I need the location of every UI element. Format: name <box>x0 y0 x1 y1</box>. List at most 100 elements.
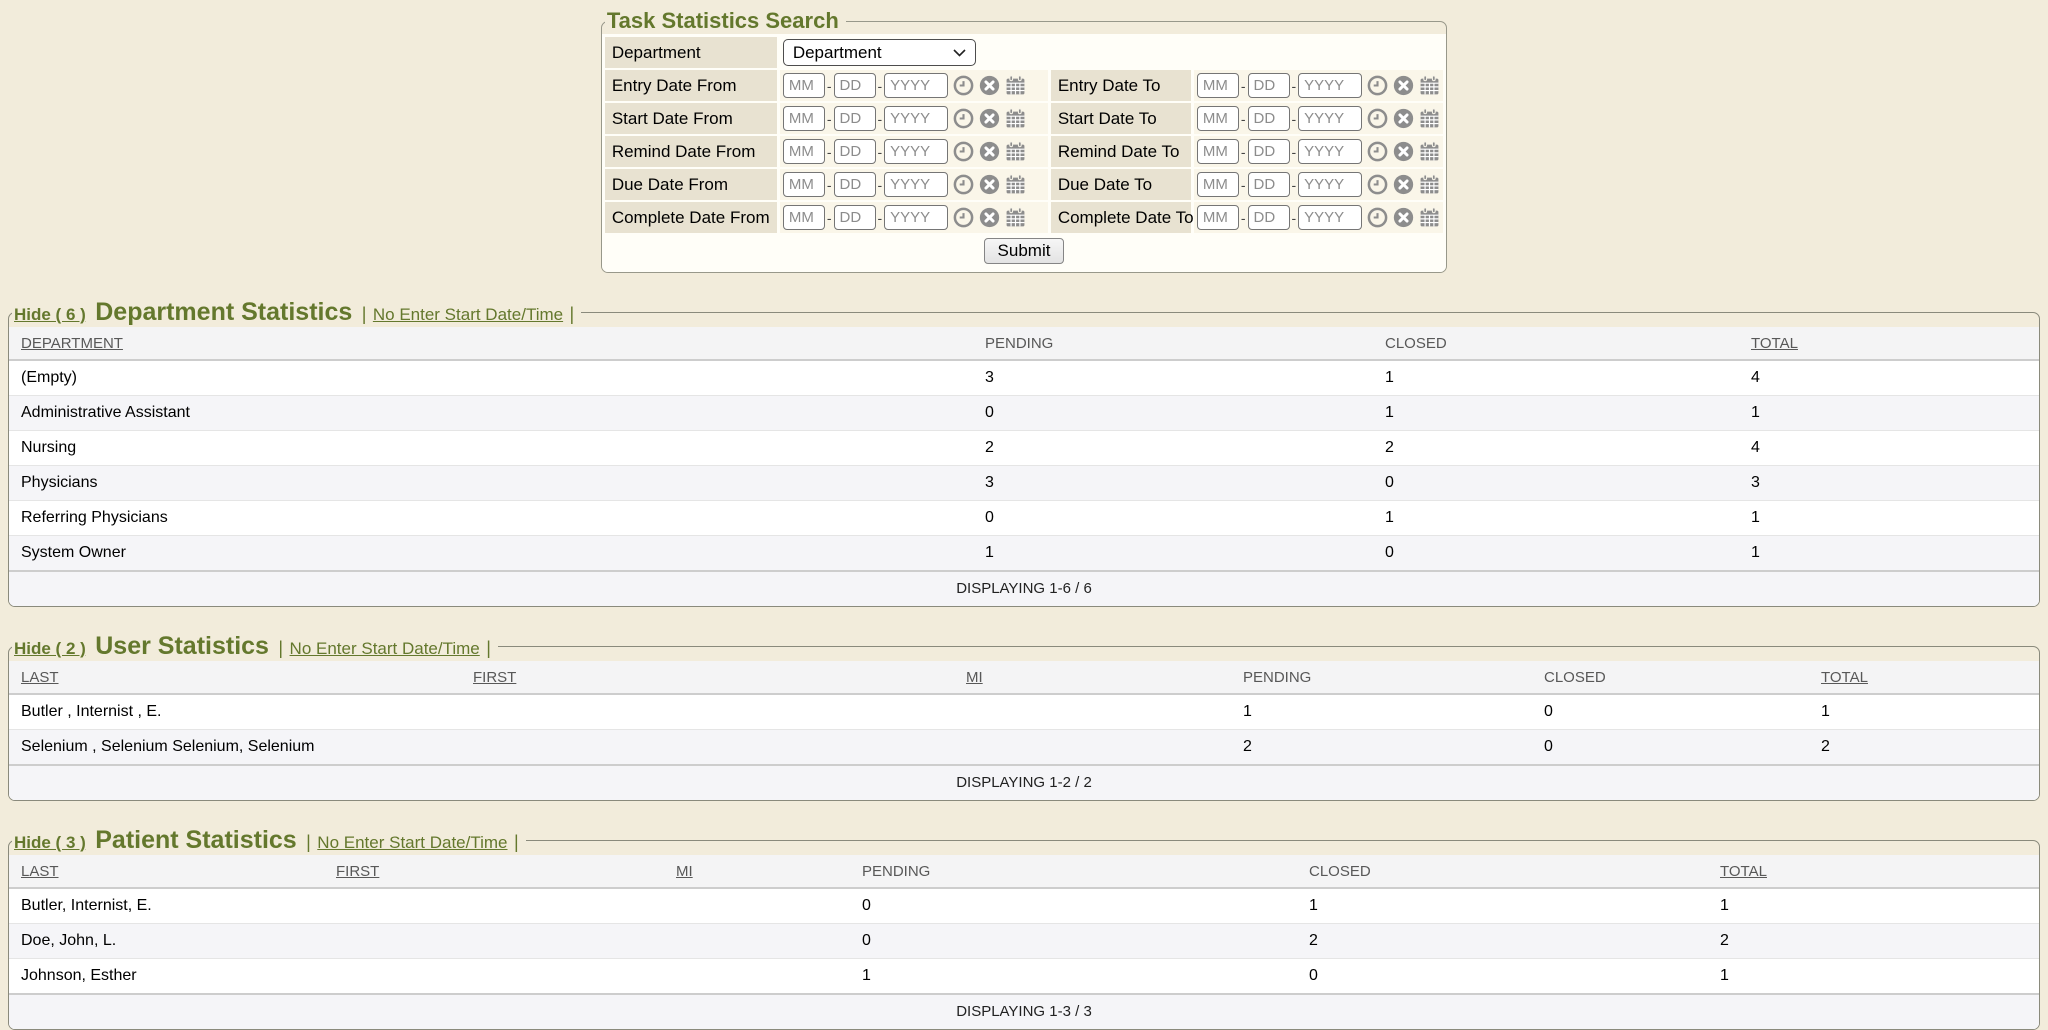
clock-icon[interactable] <box>953 174 974 195</box>
paging-status: DISPLAYING 1-2 / 2 <box>9 764 2039 800</box>
table-footer-row: DISPLAYING 1-3 / 3 <box>9 993 2039 1029</box>
column-header-first[interactable]: FIRST <box>461 661 954 695</box>
year-input[interactable] <box>1298 106 1363 131</box>
hide-toggle-link[interactable]: Hide ( 3 ) <box>14 833 86 852</box>
day-input[interactable] <box>1247 106 1290 131</box>
clear-icon[interactable] <box>1393 141 1414 162</box>
calendar-icon[interactable] <box>1005 174 1026 195</box>
stats-section: Hide ( 2 ) User Statistics | No Enter St… <box>8 632 2040 801</box>
no-enter-start-date-link[interactable]: No Enter Start Date/Time <box>372 305 564 324</box>
clock-icon[interactable] <box>953 207 974 228</box>
date-from-inputs: - - <box>779 103 1048 134</box>
year-input[interactable] <box>884 73 949 98</box>
month-input[interactable] <box>782 172 825 197</box>
year-input[interactable] <box>1298 205 1363 230</box>
clock-icon[interactable] <box>1367 174 1388 195</box>
year-input[interactable] <box>884 139 949 164</box>
clear-icon[interactable] <box>1393 174 1414 195</box>
year-input[interactable] <box>1298 73 1363 98</box>
hide-toggle-link[interactable]: Hide ( 2 ) <box>14 639 86 658</box>
column-header-first[interactable]: FIRST <box>324 855 664 889</box>
month-input[interactable] <box>782 73 825 98</box>
month-input[interactable] <box>1196 106 1239 131</box>
table-footer-row: DISPLAYING 1-6 / 6 <box>9 570 2039 606</box>
clear-icon[interactable] <box>979 75 1000 96</box>
month-input[interactable] <box>1196 73 1239 98</box>
year-input[interactable] <box>1298 139 1363 164</box>
clock-icon[interactable] <box>1367 75 1388 96</box>
column-header-mi[interactable]: MI <box>954 661 1231 695</box>
column-header-closed: CLOSED <box>1373 327 1739 361</box>
clock-icon[interactable] <box>953 108 974 129</box>
date-rows: Entry Date From - - Entry Date To - - <box>604 70 1444 233</box>
clear-icon[interactable] <box>979 108 1000 129</box>
submit-button[interactable]: Submit <box>983 238 1065 264</box>
stats-table: DEPARTMENT PENDING CLOSED TOTAL (Empty) 3 1 4 A… <box>9 327 2039 606</box>
day-input[interactable] <box>833 172 876 197</box>
clear-icon[interactable] <box>979 141 1000 162</box>
date-from-label: Complete Date From <box>604 202 777 233</box>
column-header-department[interactable]: DEPARTMENT <box>9 327 973 361</box>
year-input[interactable] <box>884 106 949 131</box>
calendar-icon[interactable] <box>1005 141 1026 162</box>
day-input[interactable] <box>833 106 876 131</box>
calendar-icon[interactable] <box>1005 207 1026 228</box>
table-cell: Doe, John, L. <box>9 923 324 959</box>
month-input[interactable] <box>782 205 825 230</box>
clock-icon[interactable] <box>1367 207 1388 228</box>
column-header-mi[interactable]: MI <box>664 855 850 889</box>
calendar-icon[interactable] <box>1419 174 1440 195</box>
no-enter-start-date-link[interactable]: No Enter Start Date/Time <box>317 833 508 852</box>
day-input[interactable] <box>1247 205 1290 230</box>
clear-icon[interactable] <box>1393 207 1414 228</box>
clock-icon[interactable] <box>1367 108 1388 129</box>
calendar-icon[interactable] <box>1419 141 1440 162</box>
table-cell: 1 <box>1708 958 2039 994</box>
day-input[interactable] <box>1247 73 1290 98</box>
month-input[interactable] <box>782 139 825 164</box>
day-input[interactable] <box>1247 172 1290 197</box>
clear-icon[interactable] <box>979 207 1000 228</box>
table-cell: 1 <box>1373 500 1739 536</box>
calendar-icon[interactable] <box>1005 75 1026 96</box>
table-row: Selenium , Selenium Selenium, Selenium 2 0… <box>9 729 2039 765</box>
column-header-last[interactable]: LAST <box>9 661 461 695</box>
table-row: Physicians 3 0 3 <box>9 465 2039 501</box>
clock-icon[interactable] <box>1367 141 1388 162</box>
clear-icon[interactable] <box>1393 108 1414 129</box>
day-input[interactable] <box>833 205 876 230</box>
year-input[interactable] <box>1298 172 1363 197</box>
department-select[interactable]: Department <box>782 39 976 66</box>
day-input[interactable] <box>833 73 876 98</box>
table-cell <box>324 888 664 924</box>
clear-icon[interactable] <box>979 174 1000 195</box>
column-header-last[interactable]: LAST <box>9 855 324 889</box>
date-separator: - <box>826 77 832 94</box>
calendar-icon[interactable] <box>1419 75 1440 96</box>
column-header-closed: CLOSED <box>1532 661 1809 695</box>
table-cell <box>664 958 850 994</box>
column-header-total[interactable]: TOTAL <box>1708 855 2039 889</box>
clock-icon[interactable] <box>953 141 974 162</box>
year-input[interactable] <box>884 172 949 197</box>
day-input[interactable] <box>1247 139 1290 164</box>
calendar-icon[interactable] <box>1419 108 1440 129</box>
column-header-total[interactable]: TOTAL <box>1739 327 2039 361</box>
date-filter-row: Remind Date From - - Remind Date To - - <box>604 136 1444 167</box>
date-from-label: Remind Date From <box>604 136 777 167</box>
clear-icon[interactable] <box>1393 75 1414 96</box>
calendar-icon[interactable] <box>1419 207 1440 228</box>
day-input[interactable] <box>833 139 876 164</box>
month-input[interactable] <box>1196 205 1239 230</box>
calendar-icon[interactable] <box>1005 108 1026 129</box>
month-input[interactable] <box>782 106 825 131</box>
month-input[interactable] <box>1196 139 1239 164</box>
hide-toggle-link[interactable]: Hide ( 6 ) <box>14 305 86 324</box>
month-input[interactable] <box>1196 172 1239 197</box>
no-enter-start-date-link[interactable]: No Enter Start Date/Time <box>289 639 480 658</box>
year-input[interactable] <box>884 205 949 230</box>
column-header-total[interactable]: TOTAL <box>1809 661 2039 695</box>
table-cell: 0 <box>1297 958 1708 994</box>
clock-icon[interactable] <box>953 75 974 96</box>
table-cell: 2 <box>1373 430 1739 466</box>
